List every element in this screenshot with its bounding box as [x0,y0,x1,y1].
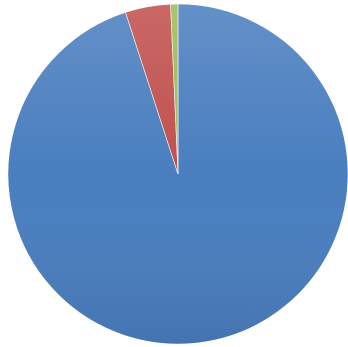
pie-slices [7,3,348,345]
